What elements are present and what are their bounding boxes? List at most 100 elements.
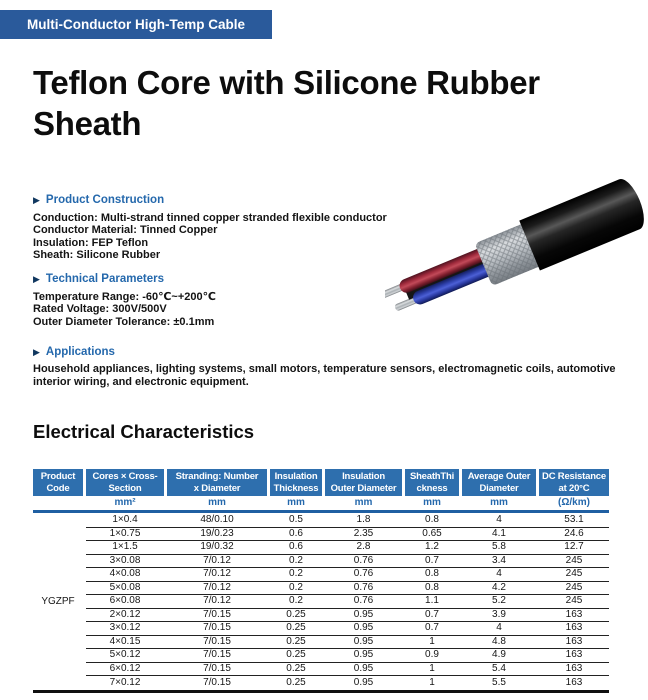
table-cell: 0.25 <box>286 662 306 674</box>
column-header-5: SheathThi ckness <box>405 469 459 496</box>
table-cell: 0.2 <box>289 595 303 607</box>
table-cell: 4 <box>496 514 502 526</box>
table-cell: 5.2 <box>492 595 506 607</box>
table-row: 1×0.75 19/0.23 0.6 2.35 0.65 4.1 24.6 <box>86 527 609 541</box>
table-row: 3×0.08 7/0.12 0.2 0.76 0.7 3.4 245 <box>86 554 609 568</box>
section-heading-technical-parameters: ▶ Technical Parameters <box>33 273 164 285</box>
table-cell: 7/0.15 <box>203 676 231 688</box>
column-unit-2: mm <box>208 497 226 508</box>
page-title: Teflon Core with Silicone Rubber Sheath <box>33 62 633 144</box>
column-header-1: Cores × Cross- Section <box>86 469 164 496</box>
text-line: Outer Diameter Tolerance: ±0.1mm <box>33 315 215 328</box>
table-cell: 6×0.12 <box>109 662 141 674</box>
table-cell: 0.7 <box>425 622 439 634</box>
table-header-row: Product Code Cores × Cross- Section Strandin… <box>33 469 609 496</box>
table-cell: 0.25 <box>286 622 306 634</box>
column-header-3: Insulation Thickness <box>270 469 322 496</box>
table-cell: 7×0.12 <box>109 676 141 688</box>
table-cell: 4 <box>496 622 502 634</box>
table-units-row: mm² mm mm mm mm mm (Ω/km) <box>33 496 609 510</box>
section-heading-product-construction: ▶ Product Construction <box>33 194 164 206</box>
table-cell: 1.8 <box>356 514 371 526</box>
electrical-characteristics-heading: Electrical Characteristics <box>33 421 255 442</box>
table-cell: 163 <box>565 662 583 674</box>
table-cell: 0.95 <box>353 622 374 634</box>
table-cell: 163 <box>565 608 583 620</box>
table-cell: 0.7 <box>425 554 439 566</box>
table-cell: 0.65 <box>422 527 442 539</box>
table-cell: 0.2 <box>289 581 303 593</box>
table-cell: 53.1 <box>564 514 584 526</box>
table-header-rule <box>33 510 609 513</box>
table-row: 3×0.12 7/0.15 0.25 0.95 0.7 4 163 <box>86 622 609 636</box>
text-line: Rated Voltage: 300V/500V <box>33 303 167 316</box>
text-line: Insulation: FEP Teflon <box>33 236 149 249</box>
table-cell: 0.25 <box>286 649 306 661</box>
triangle-marker-icon: ▶ <box>33 346 40 357</box>
title-line-2: Sheath <box>33 105 142 142</box>
table-cell: 7/0.12 <box>203 581 231 593</box>
stripped-conductor-tip <box>381 283 406 298</box>
product-code-cell: YGZPF <box>41 596 75 608</box>
table-cell: 4.8 <box>492 635 506 647</box>
table-cell: 245 <box>565 581 583 593</box>
table-cell: 5.4 <box>492 662 506 674</box>
table-cell: 5.5 <box>492 676 506 688</box>
table-cell: 1.2 <box>425 541 439 553</box>
column-unit-4: mm <box>354 497 373 508</box>
table-row: 1×0.4 48/0.10 0.5 1.8 0.8 4 53.1 <box>86 514 609 528</box>
table-cell: 163 <box>565 676 583 688</box>
table-cell: 1 <box>429 676 435 688</box>
title-line-1: Teflon Core with Silicone Rubber <box>33 64 540 101</box>
section-heading-applications: ▶ Applications <box>33 346 115 358</box>
table-cell: 6×0.08 <box>109 595 141 607</box>
table-cell: 4 <box>496 568 502 580</box>
table-cell: 1 <box>429 635 435 647</box>
product-construction-text: Conduction: Multi-strand tinned copper s… <box>33 212 633 262</box>
table-cell: 19/0.32 <box>200 541 234 553</box>
table-cell: 0.95 <box>353 608 374 620</box>
table-cell: 0.6 <box>289 541 303 553</box>
table-cell: 0.95 <box>353 676 374 688</box>
table-rows: 1×0.4 48/0.10 0.5 1.8 0.8 4 53.1 1×0.75 19/0.23 0… <box>86 514 609 690</box>
category-badge: Multi-Conductor High-Temp Cable <box>0 10 272 39</box>
table-cell: 0.9 <box>425 649 439 661</box>
column-header-4: Insulation Outer Diameter <box>325 469 402 496</box>
table-cell: 0.2 <box>289 568 303 580</box>
table-row: 5×0.12 7/0.15 0.25 0.95 0.9 4.9 163 <box>86 649 609 663</box>
text-line: Conduction: Multi-strand tinned copper s… <box>33 212 387 224</box>
column-unit-0 <box>33 496 83 510</box>
table-cell: 2.35 <box>353 527 374 539</box>
table-cell: 245 <box>565 595 583 607</box>
column-header-0: Product Code <box>33 469 83 496</box>
table-cell: 1×0.75 <box>109 527 141 539</box>
column-unit-7: (Ω/km) <box>558 497 590 508</box>
table-cell: 5×0.08 <box>109 581 141 593</box>
table-cell: 2×0.12 <box>109 608 141 620</box>
table-cell: 4.9 <box>492 649 506 661</box>
table-cell: 163 <box>565 635 583 647</box>
table-cell: 12.7 <box>564 541 584 553</box>
table-cell: 245 <box>565 568 583 580</box>
table-cell: 163 <box>565 622 583 634</box>
column-header-6: Average Outer Diameter <box>462 469 536 496</box>
table-row: 4×0.08 7/0.12 0.2 0.76 0.8 4 245 <box>86 568 609 582</box>
section-heading-label: Applications <box>45 346 115 358</box>
table-cell: 7/0.15 <box>203 649 231 661</box>
section-heading-label: Technical Parameters <box>45 273 164 285</box>
table-cell: 0.95 <box>353 635 374 647</box>
table-cell: 0.25 <box>286 676 306 688</box>
table-cell: 245 <box>565 554 583 566</box>
table-cell: 0.7 <box>425 608 439 620</box>
table-cell: 0.25 <box>286 635 306 647</box>
triangle-marker-icon: ▶ <box>33 194 40 205</box>
table-cell: 0.5 <box>289 514 303 526</box>
cable-product-image <box>381 175 645 340</box>
table-cell: 0.76 <box>353 581 374 593</box>
table-cell: 0.8 <box>425 514 439 526</box>
table-cell: 0.6 <box>289 527 303 539</box>
table-cell: 7/0.12 <box>203 554 231 566</box>
table-cell: 4.1 <box>492 527 506 539</box>
table-cell: 7/0.12 <box>203 568 231 580</box>
table-cell: 1 <box>429 662 435 674</box>
